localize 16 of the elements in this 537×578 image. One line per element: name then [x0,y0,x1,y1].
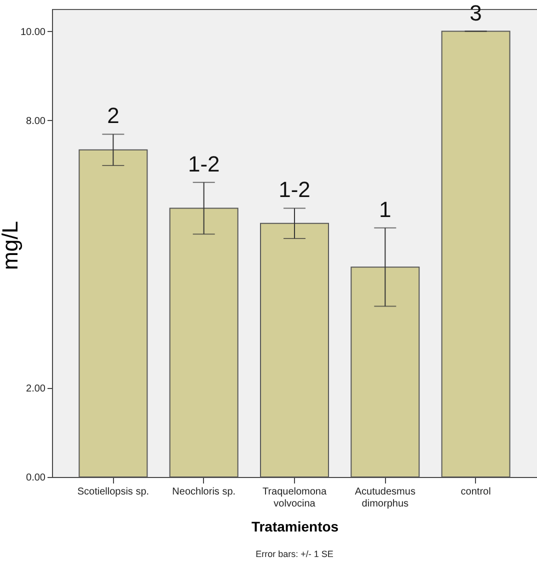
annotation: 1 [379,196,392,222]
x-tick-label: Neochloris sp. [172,486,236,498]
annotation: 2 [107,103,120,128]
y-tick-label: 2.00 [26,383,46,394]
y-tick-label: 0.00 [26,472,46,484]
text: Error bars: +/- 1 SE [256,549,334,559]
x-axis-title: Tratamientos [251,518,339,534]
y-tick-label: 8.00 [26,116,46,127]
x-tick-label: Acutudesmus dimorphus [354,486,416,510]
x-tick-label: control [460,486,491,498]
y-tick-label: 10.00 [20,26,46,38]
y-axis-title: mg/L [0,221,22,270]
x-tick-label: Scotiellopsis sp. [77,486,150,498]
x-tick-label: Traquelomona volvocina [262,486,327,510]
annotation: 1-2 [188,151,220,176]
annotation: 1-2 [278,177,310,202]
